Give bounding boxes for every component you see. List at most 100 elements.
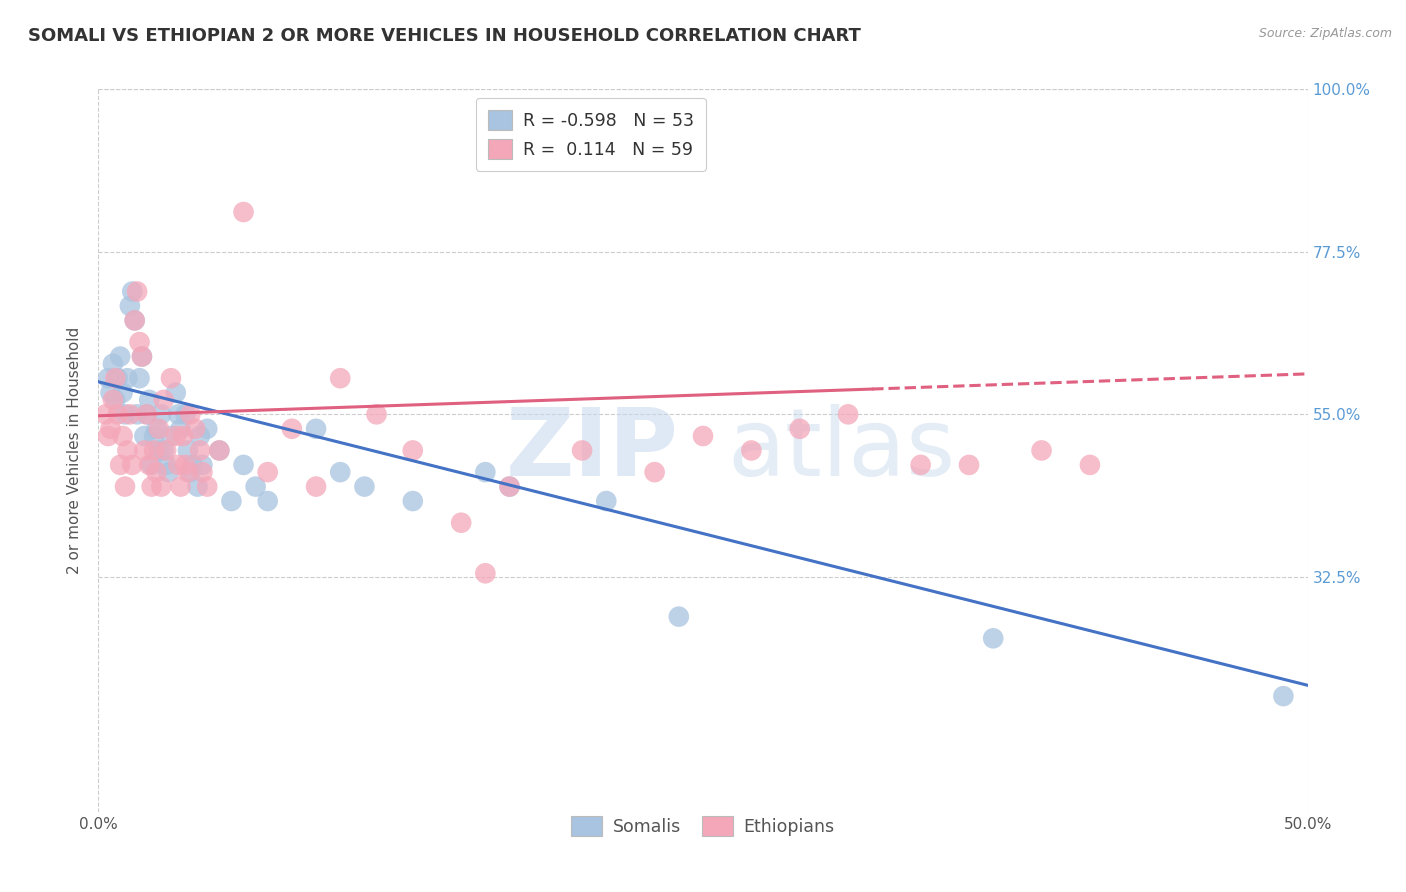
Point: [305, 480, 328, 494]
Point: [114, 480, 136, 494]
Point: [1078, 458, 1101, 472]
Point: [195, 422, 218, 436]
Legend: Somalis, Ethiopians: Somalis, Ethiopians: [564, 809, 842, 843]
Point: [957, 458, 980, 472]
Point: [148, 443, 170, 458]
Point: [179, 407, 201, 421]
Text: ZIP: ZIP: [506, 404, 679, 497]
Point: [101, 357, 124, 371]
Point: [221, 494, 243, 508]
Point: [111, 385, 134, 400]
Point: [145, 465, 167, 479]
Point: [188, 429, 211, 443]
Point: [128, 371, 150, 385]
Point: [155, 458, 177, 472]
Point: [169, 422, 191, 436]
Point: [138, 458, 160, 472]
Point: [167, 458, 190, 472]
Point: [789, 422, 811, 436]
Point: [134, 429, 156, 443]
Point: [108, 458, 131, 472]
Point: [135, 407, 157, 421]
Point: [138, 392, 160, 407]
Point: [152, 443, 174, 458]
Point: [141, 458, 163, 472]
Point: [910, 458, 932, 472]
Point: [165, 429, 187, 443]
Text: Source: ZipAtlas.com: Source: ZipAtlas.com: [1258, 27, 1392, 40]
Point: [644, 465, 666, 479]
Point: [121, 285, 143, 299]
Point: [740, 443, 762, 458]
Point: [107, 407, 129, 421]
Point: [353, 480, 375, 494]
Point: [256, 494, 278, 508]
Point: [165, 385, 187, 400]
Point: [179, 465, 201, 479]
Point: [150, 407, 173, 421]
Point: [329, 465, 352, 479]
Point: [498, 480, 520, 494]
Point: [232, 458, 254, 472]
Point: [150, 480, 173, 494]
Point: [195, 480, 218, 494]
Point: [232, 205, 254, 219]
Point: [121, 458, 143, 472]
Point: [245, 480, 267, 494]
Point: [188, 443, 211, 458]
Point: [167, 407, 190, 421]
Point: [108, 350, 131, 364]
Point: [981, 632, 1004, 646]
Point: [143, 443, 166, 458]
Point: [127, 407, 149, 421]
Point: [450, 516, 472, 530]
Point: [104, 392, 127, 407]
Point: [128, 334, 150, 349]
Point: [305, 422, 328, 436]
Point: [160, 371, 183, 385]
Y-axis label: 2 or more Vehicles in Household: 2 or more Vehicles in Household: [67, 326, 83, 574]
Point: [191, 465, 214, 479]
Point: [174, 407, 197, 421]
Point: [143, 429, 166, 443]
Point: [474, 465, 496, 479]
Point: [208, 443, 231, 458]
Point: [402, 494, 425, 508]
Point: [668, 609, 690, 624]
Point: [177, 443, 200, 458]
Point: [181, 458, 204, 472]
Point: [191, 458, 214, 472]
Point: [174, 458, 197, 472]
Point: [498, 480, 520, 494]
Point: [256, 465, 278, 479]
Text: atlas: atlas: [727, 404, 956, 497]
Point: [100, 385, 122, 400]
Point: [118, 407, 141, 421]
Point: [155, 443, 177, 458]
Point: [187, 480, 209, 494]
Point: [402, 443, 425, 458]
Point: [169, 480, 191, 494]
Point: [474, 566, 496, 581]
Point: [104, 371, 127, 385]
Point: [117, 443, 139, 458]
Point: [366, 407, 388, 421]
Point: [141, 480, 163, 494]
Point: [94, 407, 117, 421]
Point: [595, 494, 617, 508]
Point: [148, 422, 170, 436]
Point: [692, 429, 714, 443]
Point: [117, 371, 139, 385]
Point: [131, 350, 153, 364]
Point: [124, 313, 146, 327]
Point: [160, 429, 183, 443]
Text: SOMALI VS ETHIOPIAN 2 OR MORE VEHICLES IN HOUSEHOLD CORRELATION CHART: SOMALI VS ETHIOPIAN 2 OR MORE VEHICLES I…: [28, 27, 860, 45]
Point: [135, 407, 157, 421]
Point: [329, 371, 352, 385]
Point: [127, 285, 149, 299]
Point: [172, 429, 194, 443]
Point: [208, 443, 231, 458]
Point: [97, 371, 120, 385]
Point: [114, 407, 136, 421]
Point: [1272, 689, 1295, 703]
